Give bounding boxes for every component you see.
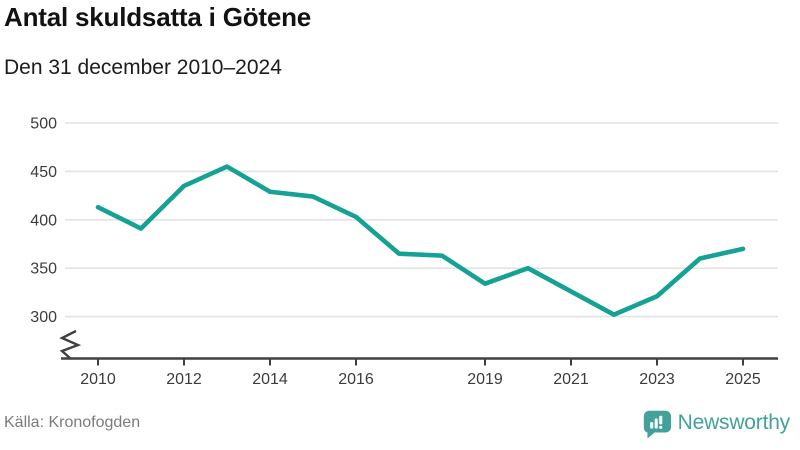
source-credit: Källa: Kronofogden	[4, 414, 141, 431]
page-subtitle: Den 31 december 2010–2024	[4, 56, 282, 79]
footer: Källa: Kronofogden Newsworthy	[0, 404, 800, 450]
x-axis-tick-label: 2021	[553, 371, 589, 388]
newsworthy-logo[interactable]: Newsworthy	[642, 408, 790, 438]
y-axis-tick-label: 500	[30, 116, 57, 133]
axis-break-icon	[59, 329, 82, 359]
page-title: Antal skuldsatta i Götene	[4, 2, 312, 32]
x-axis-tick-label: 2023	[639, 371, 675, 388]
y-axis-tick-label: 300	[30, 309, 57, 326]
x-axis-tick-label: 2010	[80, 371, 116, 388]
x-axis-tick-label: 2019	[467, 371, 503, 388]
y-axis-tick-label: 450	[30, 164, 57, 181]
bar-chart-speech-bubble-icon	[643, 410, 671, 438]
x-axis-tick-label: 2016	[338, 371, 374, 388]
x-axis-tick-label: 2014	[252, 371, 288, 388]
line-chart-svg: 300 350 400 450 500 2010 2012 2014 2016 2019 2021 2…	[30, 116, 778, 388]
x-axis-tick-label: 2025	[725, 371, 761, 388]
x-axis-tick-label: 2012	[166, 371, 202, 388]
data-line-series	[95, 164, 746, 317]
brand-name: Newsworthy	[677, 411, 791, 434]
y-axis-tick-label: 350	[30, 261, 57, 278]
chart-area: 300 350 400 450 500 2010 2012 2014 2016 2019 2021 2…	[0, 100, 800, 405]
y-axis-tick-label: 400	[30, 212, 57, 229]
